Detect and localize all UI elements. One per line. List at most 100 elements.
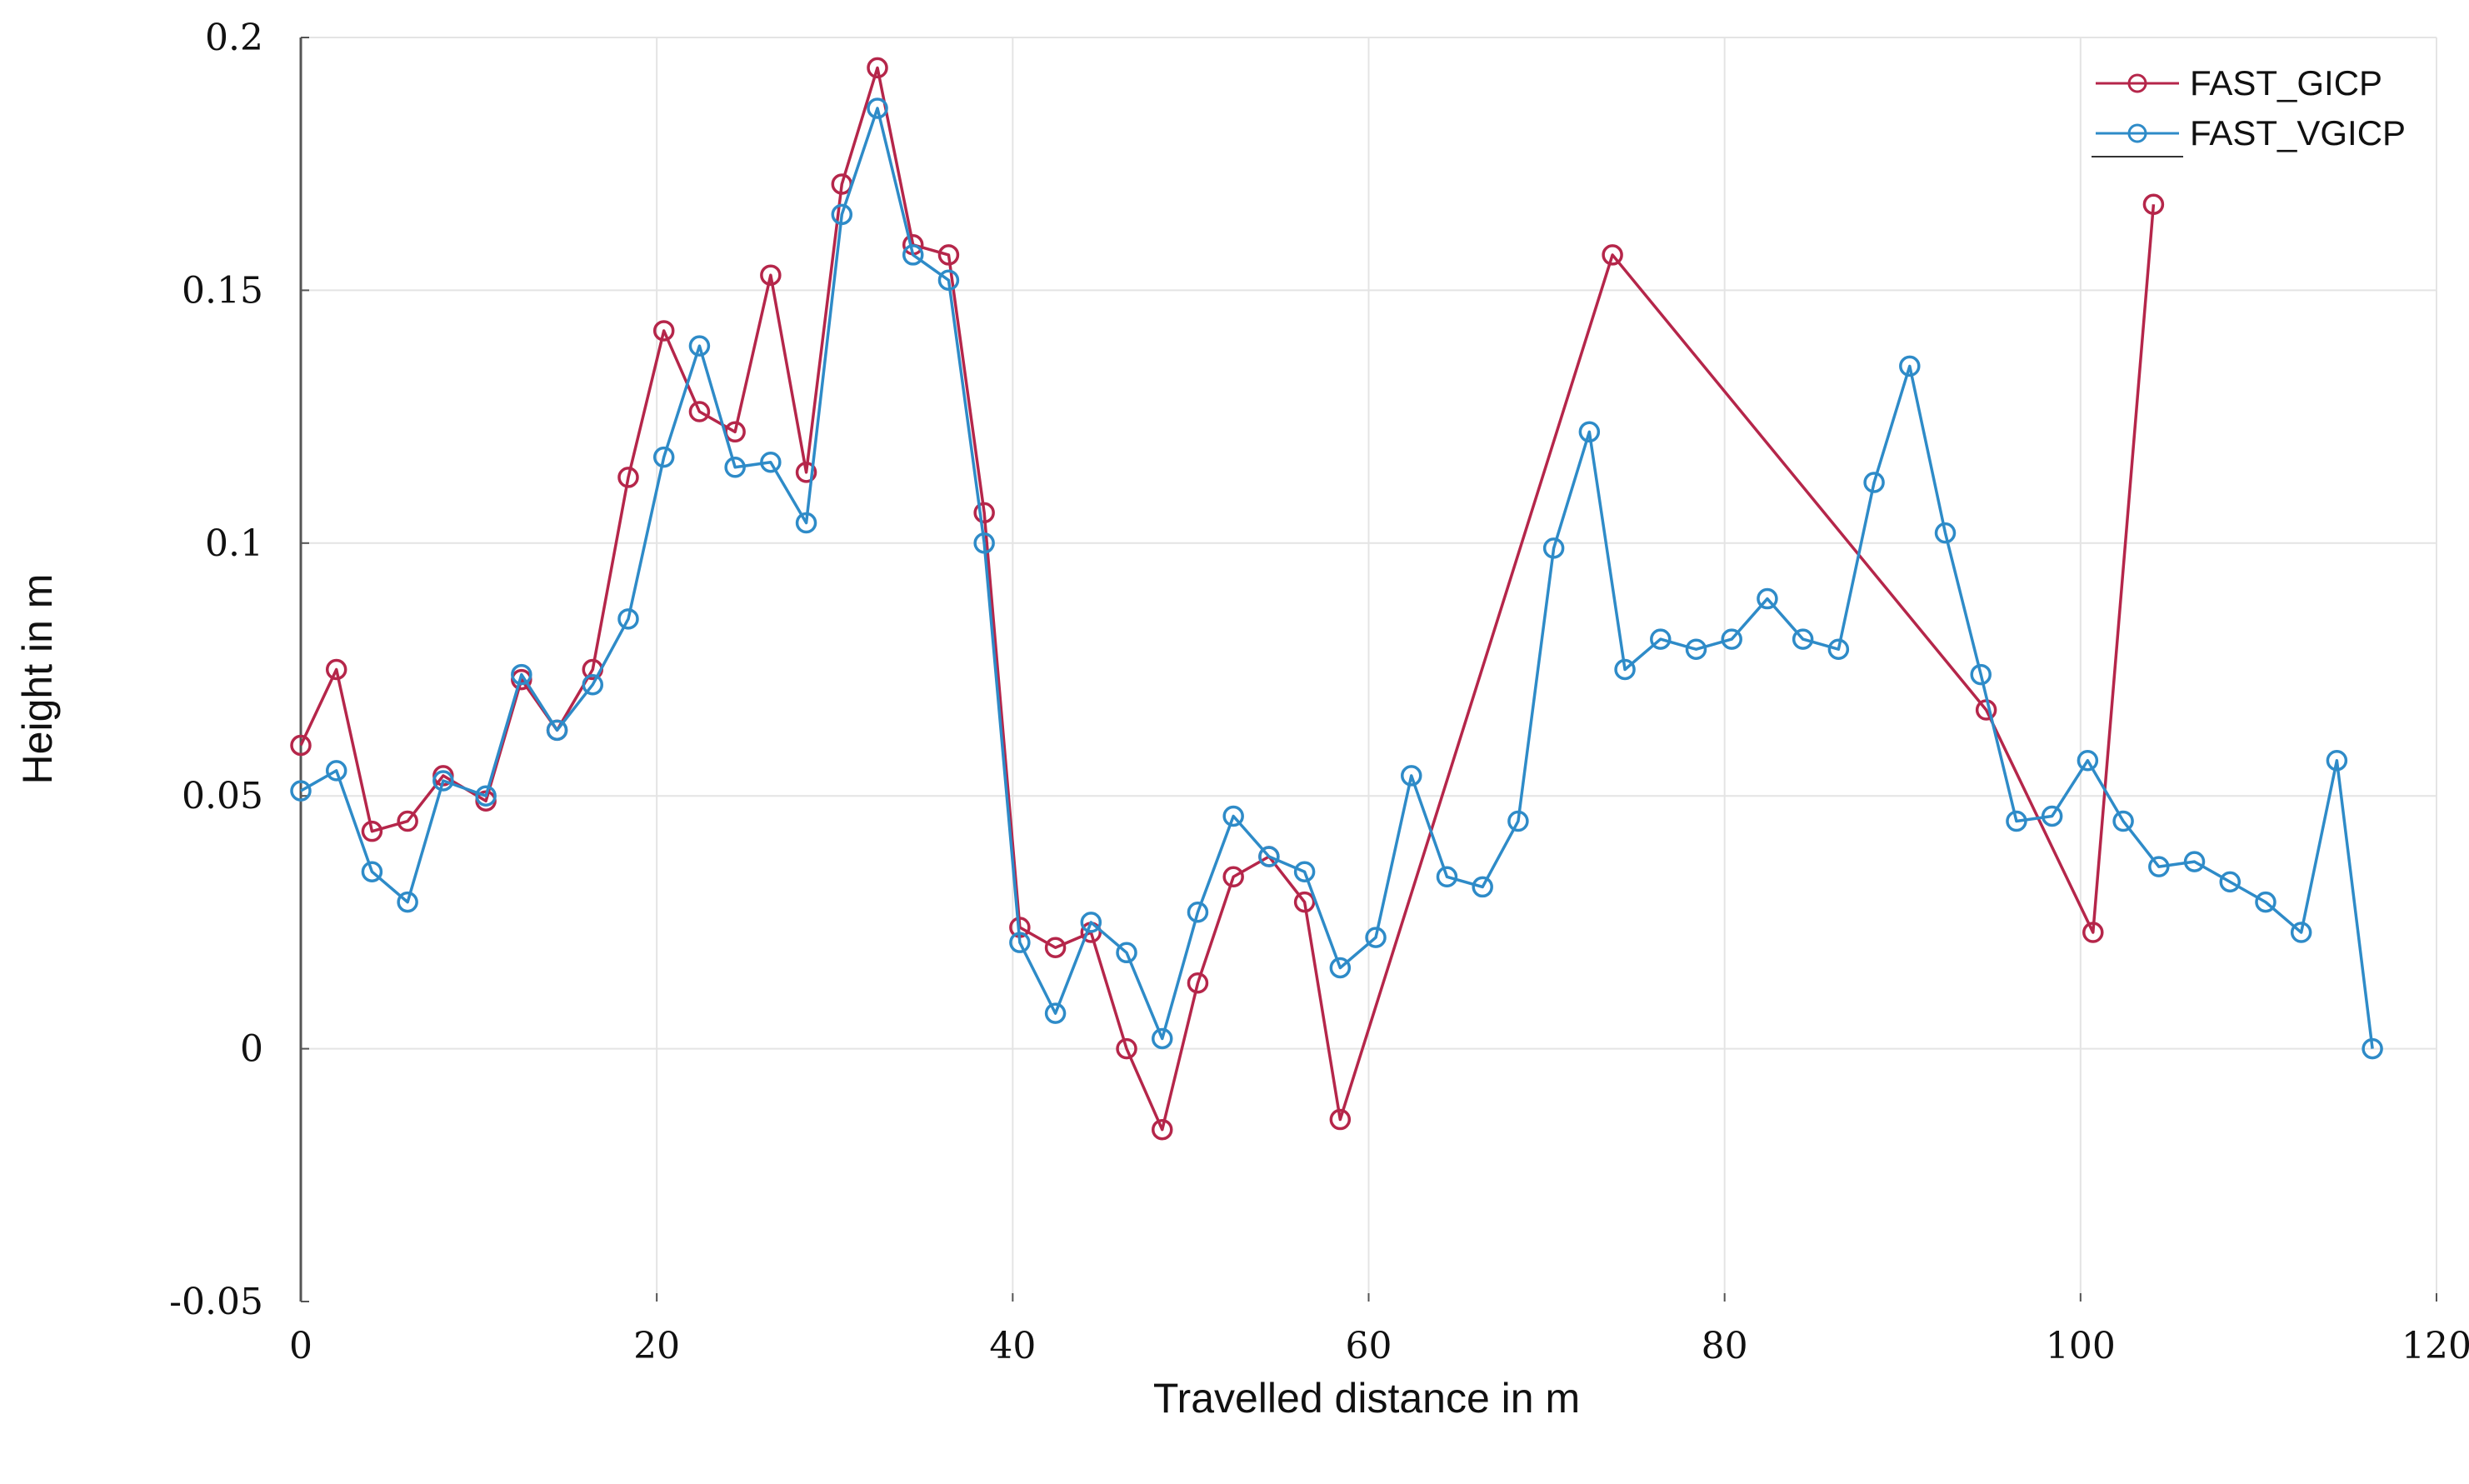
data-point — [2112, 810, 2134, 832]
data-point — [511, 663, 532, 686]
y-tick-label: 0 — [240, 1028, 263, 1071]
x-tick-label: 120 — [2402, 1325, 2469, 1367]
series-fast-gicp — [290, 57, 2165, 1141]
data-point — [2362, 1037, 2383, 1060]
data-point — [1578, 421, 1601, 443]
x-tick-label: 100 — [2046, 1325, 2116, 1367]
data-point — [2041, 805, 2063, 827]
data-point — [1721, 628, 1742, 650]
data-point — [831, 203, 853, 226]
data-point — [1757, 587, 1778, 610]
data-point — [652, 320, 675, 342]
series-line — [299, 66, 2156, 1132]
data-point — [1044, 1002, 1067, 1024]
data-point — [2219, 871, 2241, 893]
x-tick-label: 60 — [1346, 1325, 1392, 1367]
data-point — [2077, 749, 2099, 772]
data-point — [582, 673, 604, 696]
data-point — [2290, 922, 2312, 943]
data-point — [361, 861, 383, 882]
data-point — [475, 785, 497, 807]
x-tick-label: 40 — [989, 1325, 1036, 1367]
data-point — [2006, 810, 2027, 832]
data-point — [973, 532, 995, 554]
data-point — [1293, 891, 1316, 913]
data-point — [1222, 866, 1244, 888]
data-point — [546, 719, 568, 742]
data-point — [1080, 912, 1102, 933]
axes — [299, 37, 2437, 1302]
data-point — [1650, 628, 1672, 650]
data-point — [2082, 922, 2104, 943]
data-point — [1329, 1108, 1352, 1131]
data-point — [1899, 355, 1921, 377]
grid — [301, 37, 2437, 1302]
data-point — [1151, 1118, 1173, 1141]
x-tick-label: 80 — [1702, 1325, 1748, 1367]
y-tick-label: -0.05 — [169, 1281, 263, 1323]
data-point — [1436, 866, 1458, 888]
legend-label: FAST_GICP — [2190, 63, 2382, 102]
y-tick-label: 0.05 — [182, 775, 263, 817]
data-point — [937, 269, 960, 292]
data-point — [1329, 957, 1352, 979]
y-tick-label: 0.2 — [205, 17, 263, 59]
data-point — [617, 467, 639, 488]
data-point — [1934, 522, 1957, 544]
data-point — [290, 734, 312, 757]
data-point — [1614, 658, 1636, 681]
data-point — [1187, 972, 1209, 994]
data-point — [325, 658, 347, 681]
data-point — [2326, 749, 2348, 772]
data-point — [760, 451, 782, 473]
data-point — [1222, 805, 1244, 827]
legend-box — [2083, 54, 2433, 162]
series-line — [300, 107, 2374, 1049]
data-point — [1472, 876, 1493, 898]
x-tick-label: 20 — [633, 1325, 680, 1367]
data-point — [325, 760, 347, 782]
legend-item-fast-gicp: FAST_GICP — [2096, 63, 2382, 102]
data-point — [724, 457, 746, 478]
data-point — [397, 810, 418, 832]
data-point — [1365, 927, 1387, 948]
data-point — [2255, 891, 2277, 913]
y-axis-title: Height in m — [14, 574, 61, 785]
data-point — [1827, 638, 1850, 660]
data-point — [1151, 1027, 1173, 1050]
y-tick-label: 0.15 — [182, 269, 263, 312]
data-point — [795, 462, 817, 483]
data-point — [973, 502, 995, 524]
data-point — [2148, 856, 2170, 877]
series-fast-vgicp — [290, 97, 2383, 1060]
legend-swatch-marker — [2127, 73, 2147, 93]
legend-label: FAST_VGICP — [2190, 113, 2406, 152]
data-point — [652, 446, 675, 468]
data-point — [1009, 932, 1031, 953]
x-tick-label: 0 — [289, 1325, 312, 1367]
legend-item-fast-vgicp: FAST_VGICP — [2096, 113, 2406, 152]
data-point — [1258, 846, 1280, 867]
tick-labels: 0 20 40 60 80 100 120 -0.05 0 0.05 0.1 0.15 0.2 — [169, 17, 2469, 1367]
data-point — [1116, 942, 1137, 964]
data-point — [1792, 628, 1814, 650]
data-point — [688, 401, 711, 422]
data-point — [1507, 810, 1529, 832]
data-point — [361, 820, 383, 842]
data-point — [1293, 861, 1316, 882]
data-point — [290, 780, 312, 802]
data-point — [937, 244, 960, 266]
x-axis-title: Travelled distance in m — [1153, 1375, 1580, 1422]
data-point — [1401, 765, 1422, 787]
data-point — [795, 512, 817, 534]
data-point — [1602, 244, 1623, 266]
series — [290, 57, 2383, 1141]
legend: FAST_GICP FAST_VGICP — [2083, 54, 2433, 162]
data-point — [617, 608, 639, 630]
data-point — [1116, 1037, 1137, 1060]
data-point — [2183, 851, 2206, 872]
data-point — [1970, 663, 1992, 686]
data-point — [2142, 193, 2165, 215]
data-point — [867, 97, 888, 119]
